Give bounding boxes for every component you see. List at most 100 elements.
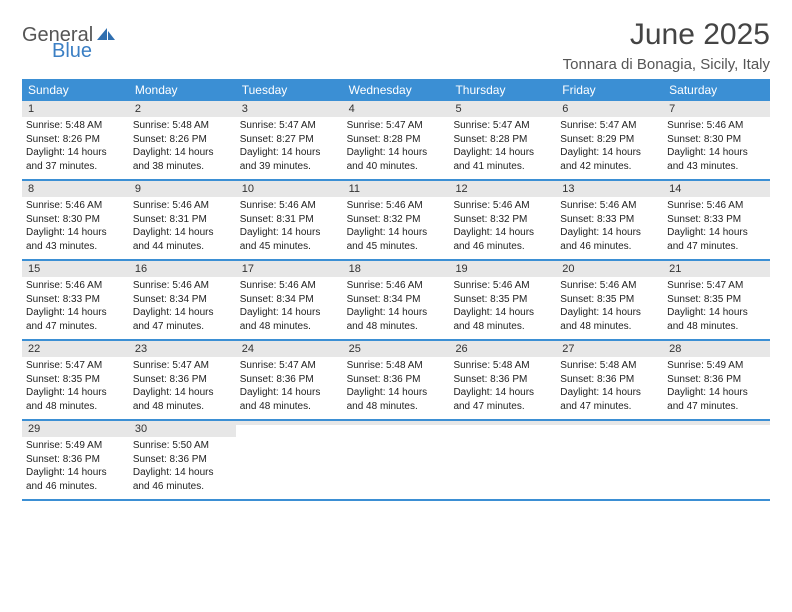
day-cell: 24Sunrise: 5:47 AMSunset: 8:36 PMDayligh… xyxy=(236,341,343,419)
sunset-text: Sunset: 8:33 PM xyxy=(667,213,766,227)
day2-text: and 38 minutes. xyxy=(133,160,232,174)
day-cell: 5Sunrise: 5:47 AMSunset: 8:28 PMDaylight… xyxy=(449,101,556,179)
day1-text: Daylight: 14 hours xyxy=(347,146,446,160)
sunrise-text: Sunrise: 5:48 AM xyxy=(26,119,125,133)
sunrise-text: Sunrise: 5:47 AM xyxy=(560,119,659,133)
day-number: 18 xyxy=(343,261,450,277)
day-cell: 7Sunrise: 5:46 AMSunset: 8:30 PMDaylight… xyxy=(663,101,770,179)
day2-text: and 47 minutes. xyxy=(453,400,552,414)
day-cell xyxy=(556,421,663,499)
day1-text: Daylight: 14 hours xyxy=(240,386,339,400)
week-row: 15Sunrise: 5:46 AMSunset: 8:33 PMDayligh… xyxy=(22,261,770,341)
day-number: 26 xyxy=(449,341,556,357)
sunset-text: Sunset: 8:30 PM xyxy=(26,213,125,227)
sunset-text: Sunset: 8:26 PM xyxy=(133,133,232,147)
day2-text: and 47 minutes. xyxy=(26,320,125,334)
day1-text: Daylight: 14 hours xyxy=(453,146,552,160)
sunrise-text: Sunrise: 5:50 AM xyxy=(133,439,232,453)
day-number: 15 xyxy=(22,261,129,277)
day-number: 25 xyxy=(343,341,450,357)
day2-text: and 44 minutes. xyxy=(133,240,232,254)
day1-text: Daylight: 14 hours xyxy=(667,226,766,240)
day2-text: and 41 minutes. xyxy=(453,160,552,174)
week-row: 8Sunrise: 5:46 AMSunset: 8:30 PMDaylight… xyxy=(22,181,770,261)
day-cell: 10Sunrise: 5:46 AMSunset: 8:31 PMDayligh… xyxy=(236,181,343,259)
day1-text: Daylight: 14 hours xyxy=(560,226,659,240)
day-cell: 14Sunrise: 5:46 AMSunset: 8:33 PMDayligh… xyxy=(663,181,770,259)
day-cell: 23Sunrise: 5:47 AMSunset: 8:36 PMDayligh… xyxy=(129,341,236,419)
day1-text: Daylight: 14 hours xyxy=(347,386,446,400)
sunrise-text: Sunrise: 5:46 AM xyxy=(26,279,125,293)
sunrise-text: Sunrise: 5:46 AM xyxy=(453,279,552,293)
sunset-text: Sunset: 8:31 PM xyxy=(133,213,232,227)
sunset-text: Sunset: 8:36 PM xyxy=(26,453,125,467)
day-cell: 22Sunrise: 5:47 AMSunset: 8:35 PMDayligh… xyxy=(22,341,129,419)
sunrise-text: Sunrise: 5:47 AM xyxy=(240,119,339,133)
sunrise-text: Sunrise: 5:47 AM xyxy=(26,359,125,373)
sunset-text: Sunset: 8:36 PM xyxy=(560,373,659,387)
sunset-text: Sunset: 8:33 PM xyxy=(560,213,659,227)
sunset-text: Sunset: 8:32 PM xyxy=(453,213,552,227)
day1-text: Daylight: 14 hours xyxy=(667,386,766,400)
day1-text: Daylight: 14 hours xyxy=(347,226,446,240)
day-number: 9 xyxy=(129,181,236,197)
day2-text: and 42 minutes. xyxy=(560,160,659,174)
day1-text: Daylight: 14 hours xyxy=(560,146,659,160)
day-cell: 12 Sunrise: 5:46 AMSunset: 8:32 PMDayligh… xyxy=(449,181,556,259)
day-cell: 18Sunrise: 5:46 AMSunset: 8:34 PMDayligh… xyxy=(343,261,450,339)
day1-text: Daylight: 14 hours xyxy=(667,146,766,160)
day-cell: 27Sunrise: 5:48 AMSunset: 8:36 PMDayligh… xyxy=(556,341,663,419)
sunrise-text: Sunrise: 5:46 AM xyxy=(453,199,552,213)
day-number xyxy=(663,421,770,425)
day1-text: Daylight: 14 hours xyxy=(240,146,339,160)
sail-icon xyxy=(95,26,117,42)
sunset-text: Sunset: 8:35 PM xyxy=(26,373,125,387)
sunset-text: Sunset: 8:33 PM xyxy=(26,293,125,307)
day-number: 12 xyxy=(449,181,556,197)
dow-sunday: Sunday xyxy=(22,79,129,101)
day-number: 24 xyxy=(236,341,343,357)
sunset-text: Sunset: 8:29 PM xyxy=(560,133,659,147)
sunrise-text: Sunrise: 5:48 AM xyxy=(560,359,659,373)
sunset-text: Sunset: 8:35 PM xyxy=(667,293,766,307)
day2-text: and 46 minutes. xyxy=(133,480,232,494)
sunset-text: Sunset: 8:36 PM xyxy=(240,373,339,387)
day1-text: Daylight: 14 hours xyxy=(560,386,659,400)
days-of-week-header: SundayMondayTuesdayWednesdayThursdayFrid… xyxy=(22,79,770,101)
day-number: 13 xyxy=(556,181,663,197)
page-subtitle: Tonnara di Bonagia, Sicily, Italy xyxy=(563,56,770,73)
day1-text: Daylight: 14 hours xyxy=(133,226,232,240)
day2-text: and 48 minutes. xyxy=(453,320,552,334)
sunset-text: Sunset: 8:32 PM xyxy=(347,213,446,227)
day2-text: and 48 minutes. xyxy=(560,320,659,334)
week-row: 22Sunrise: 5:47 AMSunset: 8:35 PMDayligh… xyxy=(22,341,770,421)
day-number: 29 xyxy=(22,421,129,437)
sunrise-text: Sunrise: 5:46 AM xyxy=(26,199,125,213)
sunset-text: Sunset: 8:36 PM xyxy=(347,373,446,387)
day2-text: and 43 minutes. xyxy=(667,160,766,174)
day-cell: 11Sunrise: 5:46 AMSunset: 8:32 PMDayligh… xyxy=(343,181,450,259)
week-row: 29Sunrise: 5:49 AMSunset: 8:36 PMDayligh… xyxy=(22,421,770,501)
day1-text: Daylight: 14 hours xyxy=(133,386,232,400)
day-cell: 9 Sunrise: 5:46 AMSunset: 8:31 PMDaylight… xyxy=(129,181,236,259)
sunrise-text: Sunrise: 5:47 AM xyxy=(667,279,766,293)
day1-text: Daylight: 14 hours xyxy=(133,306,232,320)
day2-text: and 47 minutes. xyxy=(560,400,659,414)
day-number: 6 xyxy=(556,101,663,117)
day2-text: and 40 minutes. xyxy=(347,160,446,174)
day1-text: Daylight: 14 hours xyxy=(453,226,552,240)
day-cell: 25Sunrise: 5:48 AMSunset: 8:36 PMDayligh… xyxy=(343,341,450,419)
sunrise-text: Sunrise: 5:48 AM xyxy=(453,359,552,373)
day1-text: Daylight: 14 hours xyxy=(240,226,339,240)
day-number: 14 xyxy=(663,181,770,197)
day-number: 21 xyxy=(663,261,770,277)
day2-text: and 43 minutes. xyxy=(26,240,125,254)
day2-text: and 46 minutes. xyxy=(453,240,552,254)
day-number xyxy=(449,421,556,425)
sunset-text: Sunset: 8:28 PM xyxy=(453,133,552,147)
day2-text: and 47 minutes. xyxy=(667,240,766,254)
day1-text: Daylight: 14 hours xyxy=(560,306,659,320)
day-cell xyxy=(236,421,343,499)
sunrise-text: Sunrise: 5:46 AM xyxy=(133,199,232,213)
day-number: 2 xyxy=(129,101,236,117)
